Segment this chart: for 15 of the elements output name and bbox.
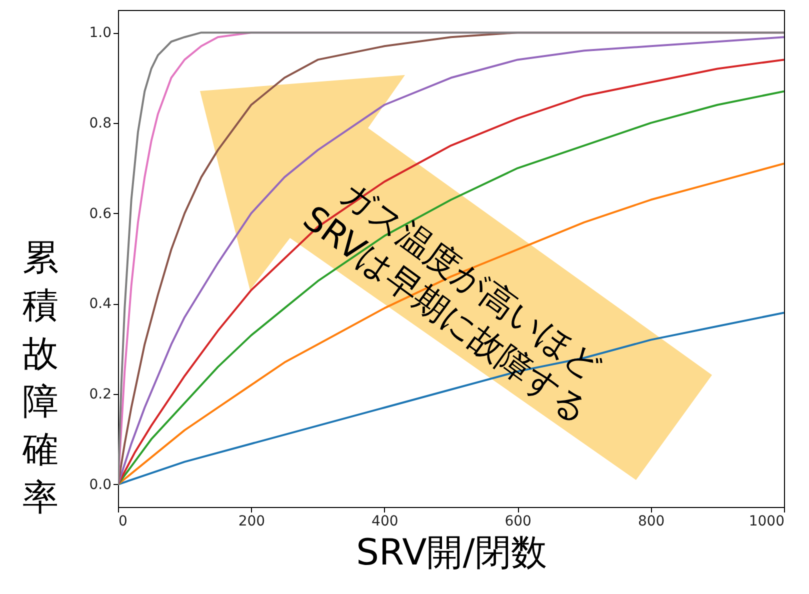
y-tick-label: 0.0 [89,476,112,493]
x-axis-title: SRV開/閉数 [356,532,547,574]
y-tick-label: 0.2 [89,386,112,403]
x-tick-label: 400 [372,514,398,530]
y-axis-title: 累積故障確率 [22,238,58,518]
x-tick-label: 600 [504,514,532,530]
annotation: ガス温度が高いほど SRVは早期に故障する [296,173,609,432]
y-tick-label: 1.0 [89,25,112,42]
x-tick-label: 200 [238,514,266,530]
x-tick-label: 800 [638,514,665,530]
x-tick-label: 1000 [748,514,784,530]
x-tick-label: 0 [118,514,128,530]
y-tick-label: 0.4 [89,296,112,312]
y-tick-label: 0.8 [89,115,112,132]
y-tick-label: 0.6 [89,206,112,222]
